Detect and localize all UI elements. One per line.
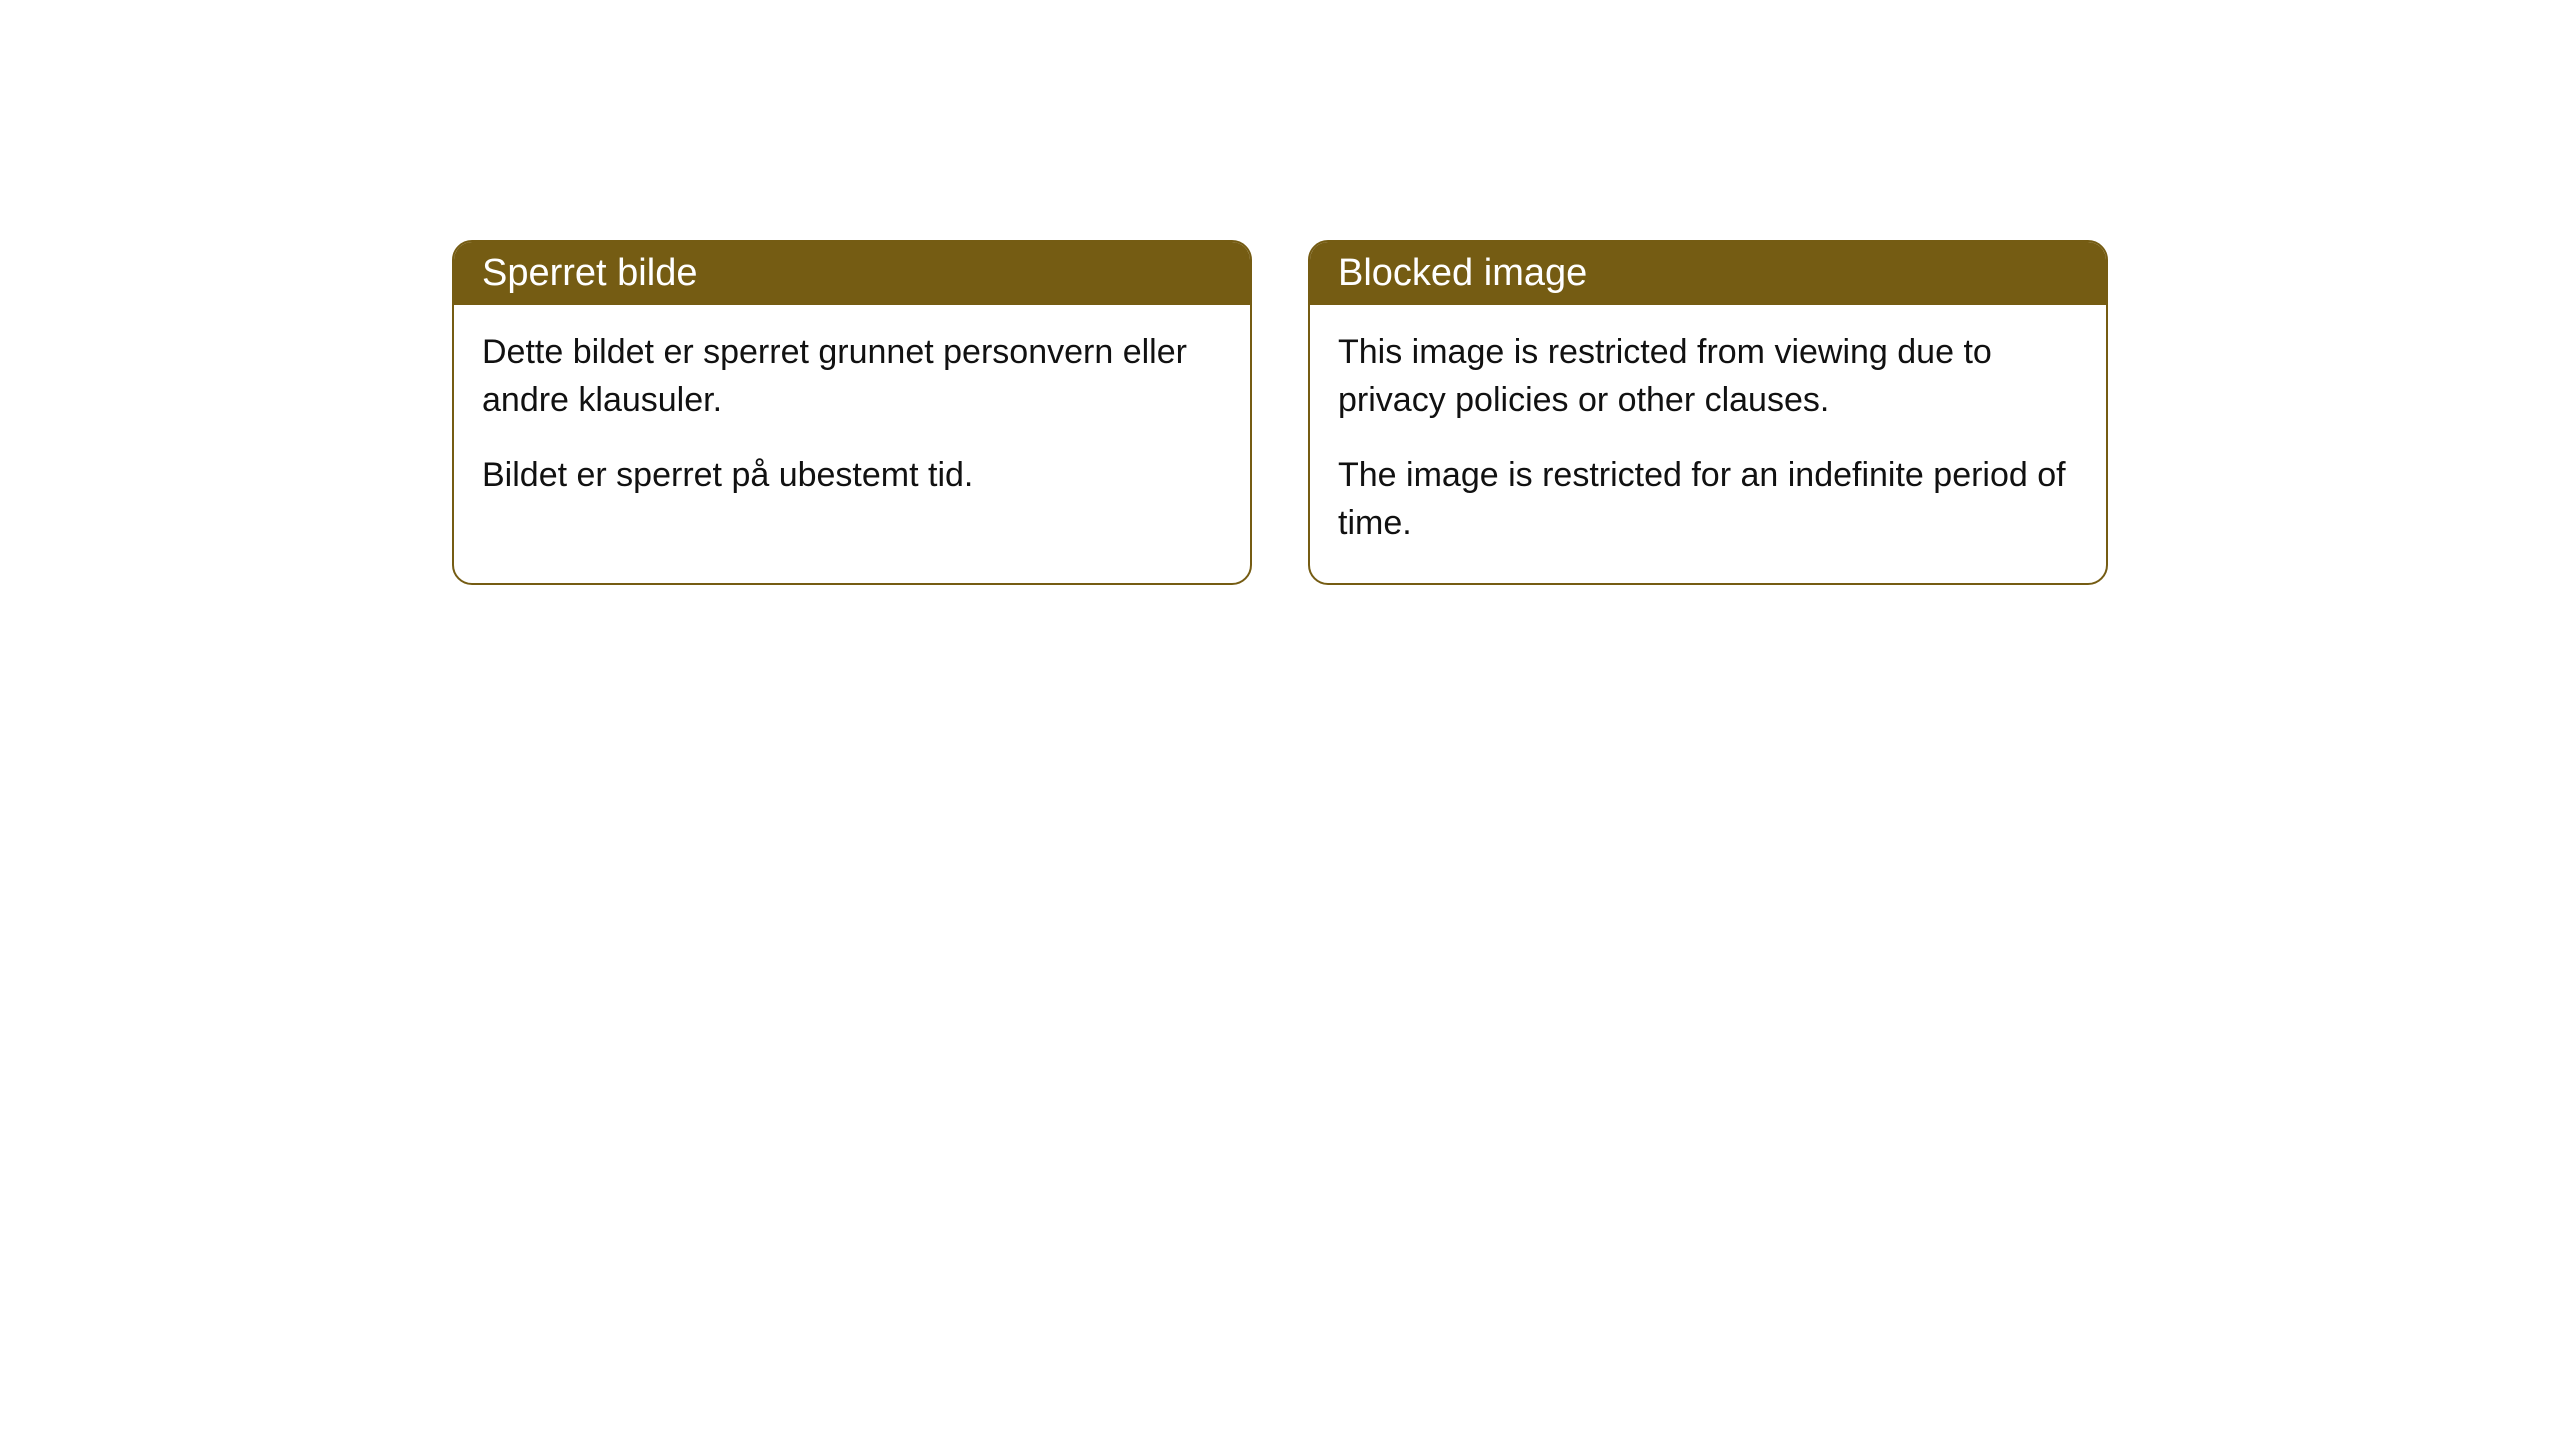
notice-paragraph: Bildet er sperret på ubestemt tid. [482, 452, 1222, 500]
notice-container: Sperret bilde Dette bildet er sperret gr… [452, 240, 2108, 585]
card-body: This image is restricted from viewing du… [1310, 305, 2106, 583]
card-title: Blocked image [1338, 252, 1587, 294]
notice-paragraph: The image is restricted for an indefinit… [1338, 452, 2078, 547]
notice-card-english: Blocked image This image is restricted f… [1308, 240, 2108, 585]
notice-paragraph: Dette bildet er sperret grunnet personve… [482, 329, 1222, 424]
card-header: Sperret bilde [454, 242, 1250, 305]
notice-paragraph: This image is restricted from viewing du… [1338, 329, 2078, 424]
card-header: Blocked image [1310, 242, 2106, 305]
card-title: Sperret bilde [482, 252, 697, 294]
card-body: Dette bildet er sperret grunnet personve… [454, 305, 1250, 536]
notice-card-norwegian: Sperret bilde Dette bildet er sperret gr… [452, 240, 1252, 585]
